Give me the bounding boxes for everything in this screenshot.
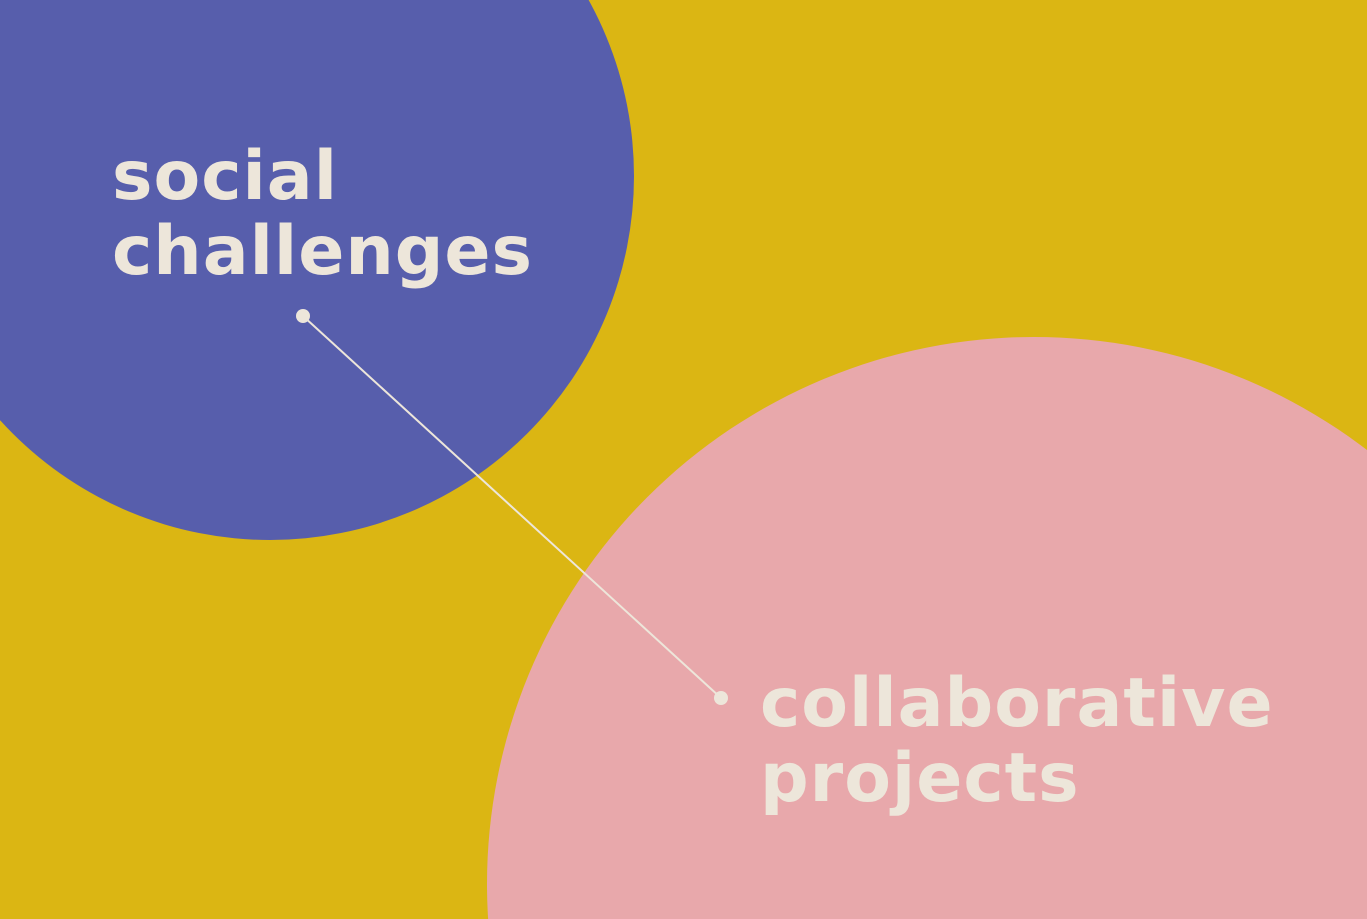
connector-dot-start [296, 309, 310, 323]
node-label-line: collaborative [760, 664, 1274, 743]
node-label-line: challenges [112, 212, 534, 291]
node-label-line: social [112, 137, 339, 216]
pink-circle [487, 337, 1367, 919]
connector-dot-end [714, 691, 728, 705]
node-label-collaborative-projects: collaborative projects [760, 666, 1274, 816]
blue-circle [0, 0, 634, 540]
node-label-line: projects [760, 739, 1080, 818]
node-label-social-challenges: social challenges [112, 139, 533, 289]
connector-line [302, 315, 722, 699]
